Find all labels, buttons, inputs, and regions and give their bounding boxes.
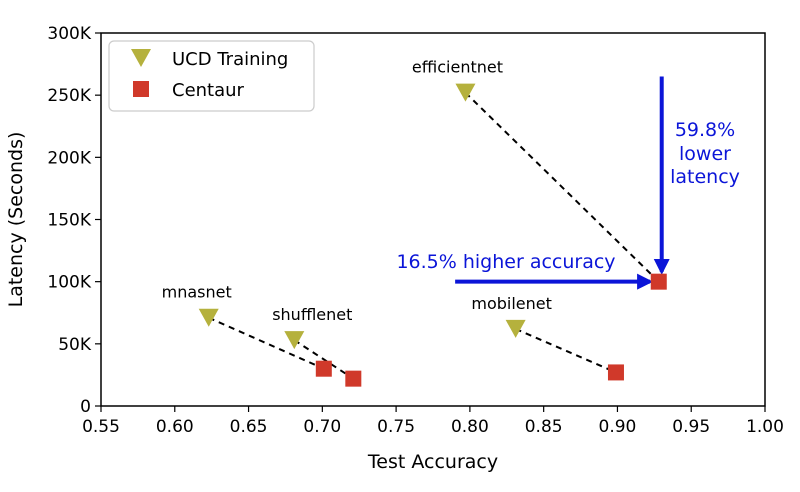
centaur-marker-efficientnet <box>650 273 667 290</box>
x-tick-label: 1.00 <box>746 417 784 437</box>
latency-annotation-line-2: lower <box>679 143 731 165</box>
centaur-marker-mobilenet <box>607 364 624 381</box>
centaur-marker-shufflenet <box>345 370 362 387</box>
x-tick-label: 0.65 <box>230 417 268 437</box>
y-tick-label: 50K <box>58 335 92 355</box>
latency-annotation-line-3: latency <box>670 166 740 188</box>
y-tick-label: 250K <box>47 86 91 106</box>
y-tick-label: 0 <box>80 397 91 417</box>
latency-annotation-line-1: 59.8% <box>675 119 735 141</box>
ucd-marker-mnasnet <box>198 308 219 327</box>
legend-label-ucd-training: UCD Training <box>172 49 288 70</box>
x-tick-label: 0.70 <box>303 417 341 437</box>
connector-mobilenet <box>515 327 617 374</box>
x-axis-title: Test Accuracy <box>367 451 498 473</box>
y-tick-label: 300K <box>47 24 91 44</box>
connector-efficientnet <box>464 91 660 283</box>
legend: UCD Training Centaur <box>108 40 315 112</box>
x-tick-label: 0.90 <box>599 417 637 437</box>
ucd-marker-mobilenet <box>505 319 526 338</box>
x-tick-label: 0.80 <box>451 417 489 437</box>
ucd-marker-shufflenet <box>284 331 305 350</box>
x-tick-label: 0.95 <box>672 417 710 437</box>
x-tick-label: 0.85 <box>525 417 563 437</box>
connector-lines <box>208 91 660 380</box>
x-tick-label: 0.55 <box>82 417 120 437</box>
point-label-shufflenet: shufflenet <box>272 305 352 324</box>
y-tick-label: 200K <box>47 148 91 168</box>
ucd-marker-efficientnet <box>455 83 476 102</box>
connector-mnasnet <box>208 316 325 370</box>
y-tick-label: 100K <box>47 273 91 293</box>
centaur-marker-mnasnet <box>315 360 332 377</box>
y-axis-title: Latency (Seconds) <box>5 132 27 308</box>
x-tick-label: 0.60 <box>156 417 194 437</box>
legend-box <box>108 40 315 112</box>
y-tick-label: 150K <box>47 211 91 231</box>
legend-centaur-marker <box>133 81 149 97</box>
x-axis-ticks: 0.55 0.60 0.65 0.70 0.75 0.80 0.85 0.90 0.95 1.00 <box>82 406 784 437</box>
data-markers <box>198 83 667 387</box>
point-label-mobilenet: mobilenet <box>471 294 552 313</box>
connector-shufflenet <box>293 339 354 380</box>
legend-label-centaur: Centaur <box>172 80 245 101</box>
point-label-mnasnet: mnasnet <box>162 283 232 302</box>
x-tick-label: 0.75 <box>377 417 415 437</box>
accuracy-annotation: 16.5% higher accuracy <box>396 251 615 273</box>
legend-ucd-marker <box>131 49 151 67</box>
point-label-efficientnet: efficientnet <box>412 58 503 77</box>
point-labels: efficientnet mnasnet shufflenet mobilenet <box>162 58 552 324</box>
y-axis-ticks: 0 50K 100K 150K 200K 250K 300K <box>47 24 101 417</box>
